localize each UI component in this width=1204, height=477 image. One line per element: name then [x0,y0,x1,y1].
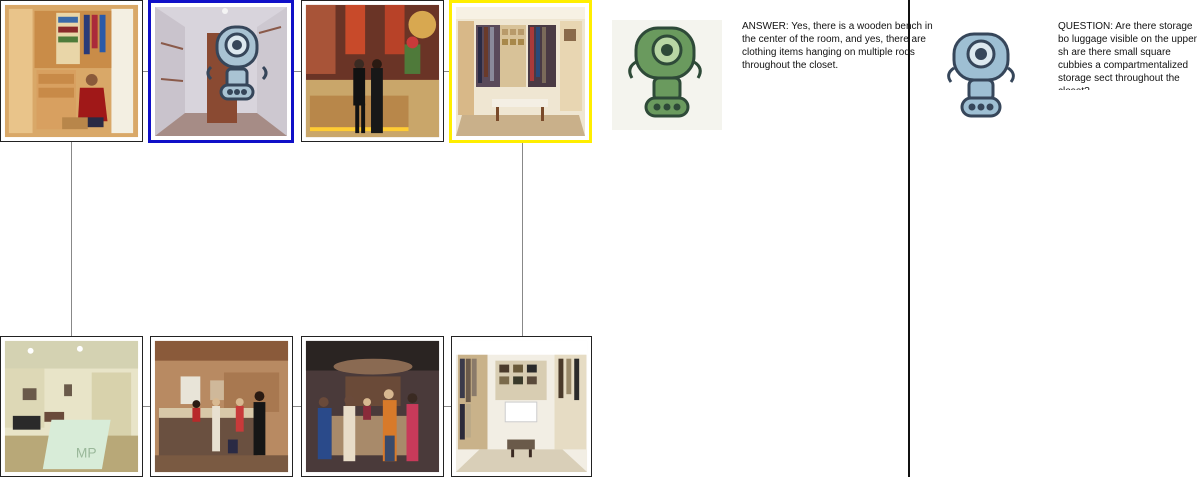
connector-line [71,141,72,337]
image-tile-reception-desk[interactable] [150,336,293,477]
connector-line [442,71,452,72]
image-tile-walk-in-closet[interactable] [449,0,592,143]
connector-line [141,406,151,407]
question-text: QUESTION: Are there storage bo luggage v… [1058,21,1197,90]
boutique-closet-image [452,337,591,476]
image-tile-office-lobby[interactable]: MP [0,336,143,477]
blue-robot-icon [947,32,1015,118]
front-desk-image [302,337,443,476]
office-lobby-image: MP [1,337,142,476]
question-robot-card [940,28,1024,124]
panel-divider [908,0,910,477]
image-tile-boutique-closet[interactable] [451,336,592,477]
connector-line [292,71,302,72]
image-tile-hotel-lobby-couple[interactable] [301,0,444,142]
image-tile-closet-man[interactable] [0,0,143,142]
green-robot-icon [628,26,702,118]
empty-room-image [151,3,291,140]
robot-overlay-icon [206,25,268,101]
image-tile-front-desk-people[interactable] [301,336,444,477]
svg-text:MP: MP [76,445,97,460]
answer-robot-card [612,20,722,130]
answer-text: ANSWER: Yes, there is a wooden bench in … [742,21,933,71]
closet-scene-image [1,1,142,141]
reception-desk-image [151,337,292,476]
image-tile-empty-room-robot[interactable] [148,0,294,143]
connector-line [292,406,302,407]
connector-line [522,141,523,337]
connector-line [442,406,452,407]
connector-line [141,71,151,72]
hotel-lobby-image [302,1,443,141]
walk-in-closet-image [452,3,589,140]
